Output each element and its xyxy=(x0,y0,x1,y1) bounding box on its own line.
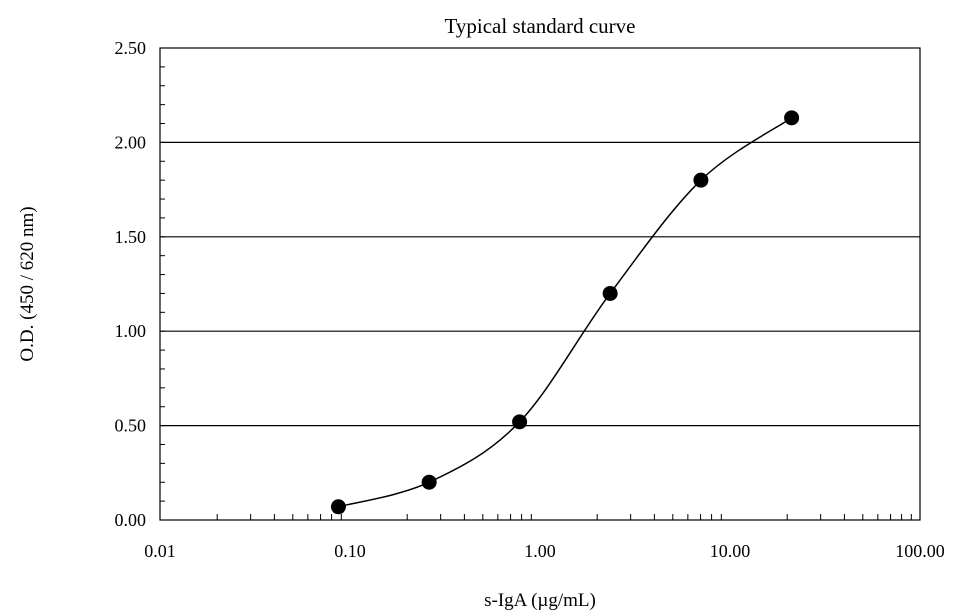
y-tick-label: 0.00 xyxy=(115,510,147,530)
y-tick-labels: 0.00 0.50 1.00 1.50 2.00 2.50 xyxy=(115,38,147,530)
plot-area-frame xyxy=(159,47,921,521)
chart-title: Typical standard curve xyxy=(445,14,636,38)
x-tick-label: 1.00 xyxy=(524,541,556,561)
x-tick-label: 10.00 xyxy=(710,541,751,561)
data-point-3 xyxy=(602,285,618,301)
data-point-1 xyxy=(421,474,437,490)
minor-ticks xyxy=(160,66,912,520)
y-tick-label: 2.50 xyxy=(115,38,147,58)
x-tick-label: 0.10 xyxy=(334,541,366,561)
y-tick-label: 1.50 xyxy=(115,227,147,247)
data-point-4 xyxy=(693,172,709,188)
x-tick-label: 0.01 xyxy=(144,541,176,561)
data-point-5 xyxy=(784,110,800,126)
x-tick-label: 100.00 xyxy=(895,541,945,561)
data-points xyxy=(330,110,800,515)
gridlines xyxy=(160,141,920,427)
x-axis-label: s-IgA (µg/mL) xyxy=(484,590,596,611)
x-tick-labels: 0.01 0.10 1.00 10.00 100.00 xyxy=(144,541,945,561)
data-point-2 xyxy=(512,414,528,430)
y-tick-label: 0.50 xyxy=(115,416,147,436)
data-point-0 xyxy=(330,499,346,515)
y-axis-label: O.D. (450 / 620 nm) xyxy=(17,206,38,361)
fit-curve xyxy=(338,117,793,508)
y-tick-label: 2.00 xyxy=(115,132,147,152)
y-tick-label: 1.00 xyxy=(115,321,147,341)
